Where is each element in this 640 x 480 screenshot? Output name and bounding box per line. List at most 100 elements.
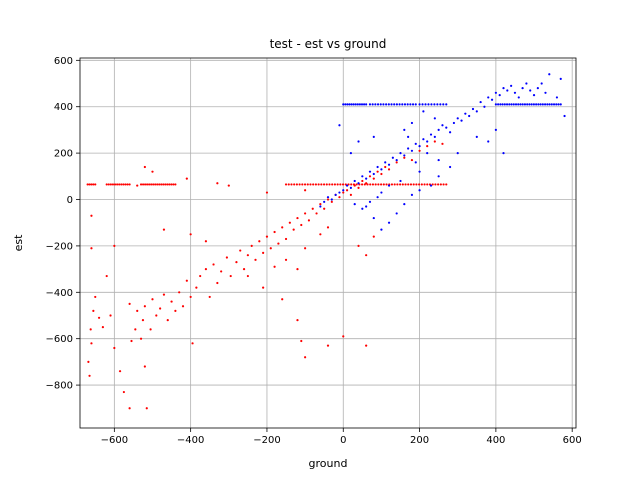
data-point (303, 183, 307, 186)
data-point (326, 198, 330, 201)
data-point (410, 158, 414, 162)
data-point (304, 212, 307, 215)
data-point (146, 183, 149, 186)
data-point (333, 183, 337, 186)
data-point (541, 103, 544, 106)
data-point (349, 193, 352, 196)
data-point (395, 103, 399, 106)
data-point (254, 258, 257, 261)
data-point (460, 119, 463, 122)
data-point (315, 212, 318, 215)
data-point (134, 328, 137, 331)
data-point (143, 305, 146, 308)
data-point (89, 328, 92, 331)
data-point (166, 319, 169, 322)
data-point (109, 183, 112, 186)
data-point (284, 237, 288, 241)
data-point (86, 183, 89, 186)
y-tick-label: −600 (46, 334, 73, 345)
data-point (212, 263, 215, 266)
data-point (181, 305, 185, 308)
data-point (433, 140, 436, 143)
data-point (535, 103, 538, 106)
data-point (143, 183, 147, 186)
data-point (164, 183, 167, 186)
data-point (362, 103, 366, 106)
data-point (379, 183, 383, 186)
data-point (391, 156, 394, 159)
data-point (281, 298, 284, 301)
data-point (517, 96, 520, 99)
data-point (130, 339, 133, 343)
data-point (319, 203, 322, 206)
data-point (92, 183, 95, 186)
data-point (113, 183, 117, 186)
data-point (418, 183, 421, 186)
data-point (304, 247, 307, 250)
data-point (355, 183, 358, 186)
data-point (436, 103, 439, 106)
data-point (497, 103, 500, 106)
data-point (94, 295, 97, 299)
data-point (107, 183, 110, 186)
data-point (530, 103, 533, 106)
data-point (338, 196, 341, 199)
data-point (298, 183, 301, 186)
data-point (301, 183, 304, 186)
data-point (334, 193, 337, 196)
data-point (385, 183, 388, 186)
data-point (319, 233, 322, 236)
data-point (528, 103, 531, 106)
data-point (548, 73, 551, 76)
data-point (326, 226, 330, 229)
data-point (475, 110, 478, 113)
data-point (357, 186, 360, 190)
y-tick-label: −400 (46, 288, 73, 299)
data-point (372, 235, 375, 238)
data-point (433, 103, 436, 106)
data-point (357, 140, 360, 143)
data-point (418, 149, 421, 152)
data-point (208, 295, 211, 299)
data-point (149, 328, 152, 331)
data-point (342, 189, 345, 192)
data-point (118, 183, 121, 186)
data-point (532, 103, 535, 106)
data-point (342, 191, 345, 194)
data-point (148, 183, 151, 186)
data-point (376, 165, 379, 169)
data-point (403, 128, 406, 132)
data-point (407, 135, 410, 138)
data-point (151, 298, 154, 301)
data-point (265, 235, 269, 238)
data-point (401, 183, 404, 186)
data-point (415, 183, 418, 186)
data-point (293, 183, 296, 186)
data-point (344, 103, 347, 106)
data-point (300, 339, 303, 343)
data-point (312, 183, 315, 186)
data-point (317, 183, 320, 186)
data-point (387, 184, 391, 187)
data-point (128, 302, 131, 305)
data-point (90, 247, 93, 250)
data-point (122, 390, 125, 394)
plot-frame (79, 57, 577, 429)
data-point (418, 189, 421, 192)
data-point (494, 128, 497, 132)
data-point (322, 183, 326, 186)
data-point (437, 175, 440, 178)
data-point (126, 183, 129, 186)
data-point (314, 183, 318, 186)
data-point (437, 183, 440, 186)
data-point (523, 103, 527, 106)
data-point (414, 103, 417, 106)
data-point (396, 183, 399, 186)
data-point (357, 182, 360, 185)
data-point (505, 103, 509, 106)
data-point (139, 183, 143, 186)
data-point (559, 77, 562, 80)
data-point (404, 183, 407, 186)
data-point (555, 103, 558, 106)
data-point (423, 183, 426, 186)
